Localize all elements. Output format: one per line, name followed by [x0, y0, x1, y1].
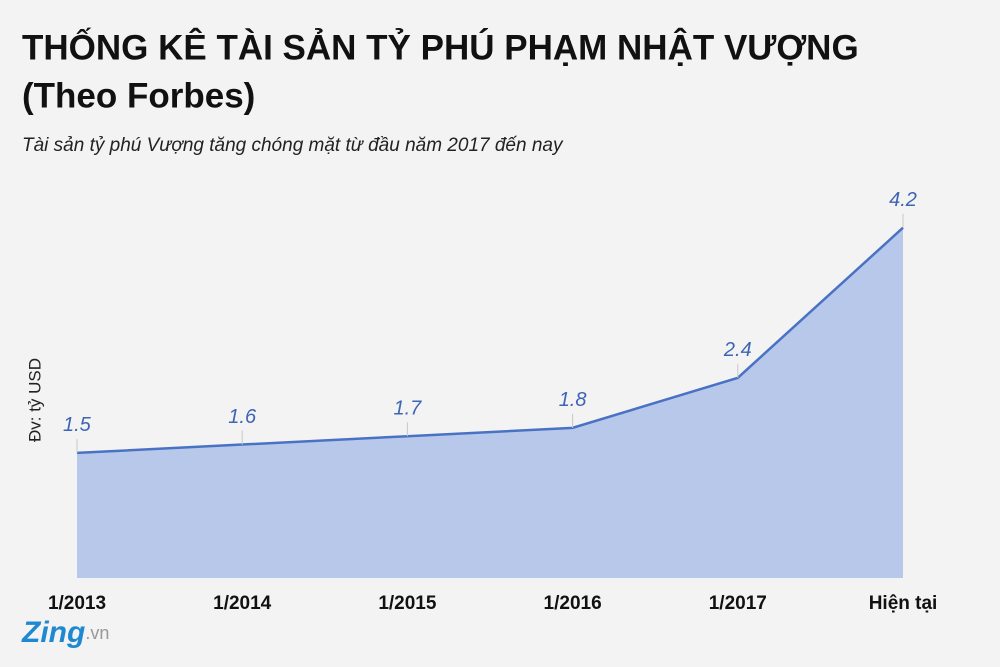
logo: Zing.vn: [21, 616, 109, 649]
x-tick-label: Hiện tại: [869, 593, 938, 614]
logo-domain: .vn: [85, 623, 109, 643]
logo-name: Zing: [21, 616, 85, 649]
data-label: 1.5: [63, 414, 92, 436]
data-label: 1.8: [559, 389, 587, 411]
x-tick-label: 1/2017: [709, 593, 767, 614]
data-label: 1.7: [393, 398, 422, 420]
chart-subtitle: Tài sản tỷ phú Vượng tăng chóng mặt từ đ…: [22, 135, 564, 156]
chart-title: THỐNG KÊ TÀI SẢN TỶ PHÚ PHẠM NHẬT VƯỢNG: [22, 27, 859, 67]
y-axis-label: Đv: tỷ USD: [25, 358, 44, 442]
x-tick-label: 1/2015: [378, 593, 437, 614]
x-tick-label: 1/2014: [213, 593, 272, 614]
line: [76, 226, 904, 455]
data-label: 4.2: [889, 189, 917, 211]
x-tick-label: 1/2016: [544, 593, 602, 614]
data-label: 1.6: [228, 406, 257, 428]
area: [77, 227, 903, 578]
data-label: 2.4: [723, 339, 752, 361]
x-tick-label: 1/2013: [48, 593, 106, 614]
chart-title: (Theo Forbes): [22, 76, 255, 115]
